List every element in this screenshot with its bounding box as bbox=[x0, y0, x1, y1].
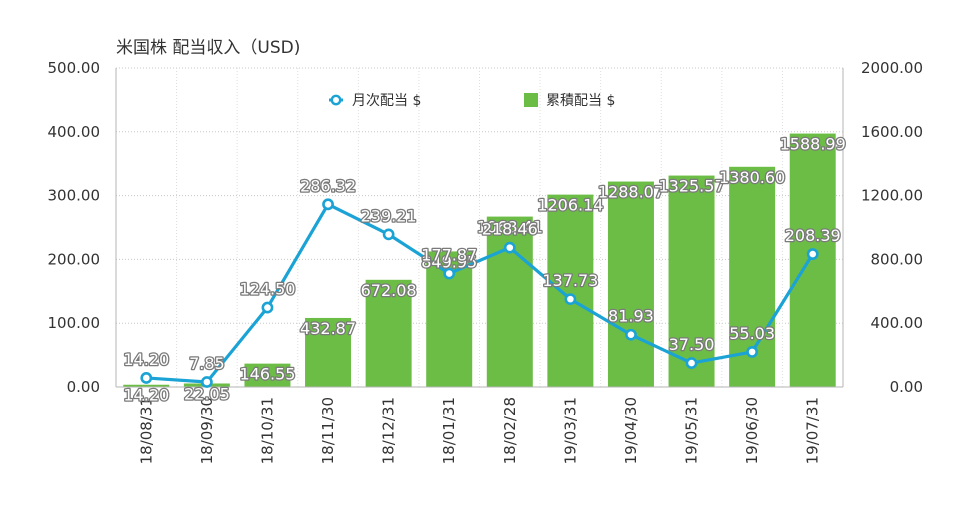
x-tick-label: 18/10/31 bbox=[258, 397, 276, 464]
y-left-tick-label: 200.00 bbox=[48, 250, 101, 268]
x-tick-label: 18/01/31 bbox=[440, 397, 458, 464]
x-tick-label: 19/03/31 bbox=[561, 397, 579, 464]
data-label-cumulative: 432.87 bbox=[300, 319, 356, 338]
data-label-cumulative: 1380.60 bbox=[719, 168, 785, 187]
y-left-tick-label: 100.00 bbox=[48, 314, 101, 332]
point-monthly bbox=[261, 301, 274, 314]
data-label-monthly: 37.50 bbox=[669, 335, 715, 354]
x-tick-label: 18/08/31 bbox=[137, 397, 155, 464]
data-label-monthly: 137.73 bbox=[542, 271, 598, 290]
bar-cumulative bbox=[668, 175, 715, 387]
line-monthly bbox=[146, 202, 815, 384]
legend-label-monthly: 月次配当 $ bbox=[352, 93, 421, 109]
y-left-tick-label: 0.00 bbox=[67, 378, 100, 396]
bar-cumulative bbox=[305, 317, 352, 387]
point-monthly bbox=[443, 267, 456, 280]
bar-cumulative bbox=[123, 384, 170, 387]
data-label-monthly: 81.93 bbox=[608, 307, 654, 326]
point-monthly bbox=[685, 357, 698, 369]
data-label-cumulative: 1288.07 bbox=[598, 183, 664, 202]
y-right-tick-label: 0.00 bbox=[890, 378, 923, 396]
data-label-monthly: 7.85 bbox=[189, 354, 225, 373]
point-monthly bbox=[322, 198, 334, 211]
x-tick-label: 19/05/31 bbox=[683, 397, 701, 464]
data-label-cumulative: 1325.57 bbox=[658, 177, 724, 196]
legend-label-cumulative: 累積配当 $ bbox=[546, 93, 615, 109]
data-label-cumulative: 22.05 bbox=[184, 384, 230, 403]
point-monthly bbox=[564, 293, 577, 306]
bar-cumulative bbox=[244, 363, 291, 387]
bar-cumulative bbox=[607, 181, 654, 387]
data-label-cumulative: 672.08 bbox=[361, 281, 417, 300]
x-tick-label: 18/12/31 bbox=[380, 397, 398, 464]
data-label-cumulative: 146.55 bbox=[239, 365, 295, 384]
x-tick-label: 18/11/30 bbox=[319, 397, 337, 464]
legend-bar-swatch bbox=[524, 93, 538, 107]
data-label-cumulative: 1206.14 bbox=[537, 196, 603, 215]
y-right-tick-label: 2000.00 bbox=[861, 59, 923, 77]
legend-point-swatch bbox=[330, 94, 342, 106]
y-right-tick-label: 400.00 bbox=[871, 314, 924, 332]
bar-cumulative bbox=[547, 194, 594, 387]
bar-cumulative bbox=[365, 279, 412, 387]
y-left-tick-label: 400.00 bbox=[48, 123, 101, 141]
data-label-cumulative: 14.20 bbox=[123, 386, 169, 405]
data-label-cumulative: 1588.99 bbox=[780, 135, 846, 154]
point-monthly bbox=[200, 376, 213, 388]
bar-cumulative bbox=[789, 133, 836, 387]
x-tick-label: 19/04/30 bbox=[622, 397, 640, 464]
x-tick-label: 18/02/28 bbox=[501, 397, 519, 464]
data-label-cumulative: 1068.41 bbox=[477, 218, 543, 237]
y-left-tick-label: 300.00 bbox=[48, 187, 101, 205]
x-tick-label: 19/07/31 bbox=[804, 397, 822, 464]
data-label-monthly: 55.03 bbox=[729, 324, 775, 343]
y-right-tick-label: 1600.00 bbox=[861, 123, 923, 141]
point-monthly bbox=[806, 248, 819, 260]
data-label-cumulative: 849.95 bbox=[421, 252, 477, 271]
data-label-monthly: 208.39 bbox=[785, 226, 841, 245]
data-label-monthly: 124.50 bbox=[239, 280, 295, 299]
y-right-tick-label: 800.00 bbox=[871, 250, 924, 268]
point-monthly bbox=[503, 241, 516, 254]
y-right-tick-label: 1200.00 bbox=[861, 187, 923, 205]
data-label-monthly: 177.87 bbox=[421, 246, 477, 265]
x-tick-label: 18/09/30 bbox=[198, 397, 216, 464]
point-monthly bbox=[746, 345, 759, 358]
data-label-monthly: 239.21 bbox=[361, 206, 417, 225]
data-label-monthly: 218.46 bbox=[482, 220, 538, 239]
y-left-tick-label: 500.00 bbox=[48, 59, 101, 77]
chart-title: 米国株 配当収入（USD) bbox=[116, 38, 301, 58]
data-label-monthly: 286.32 bbox=[300, 176, 356, 195]
point-monthly bbox=[140, 372, 153, 384]
point-monthly bbox=[625, 328, 637, 341]
data-label-monthly: 14.20 bbox=[123, 350, 169, 369]
x-tick-label: 19/06/30 bbox=[743, 397, 761, 464]
point-monthly bbox=[382, 228, 395, 241]
